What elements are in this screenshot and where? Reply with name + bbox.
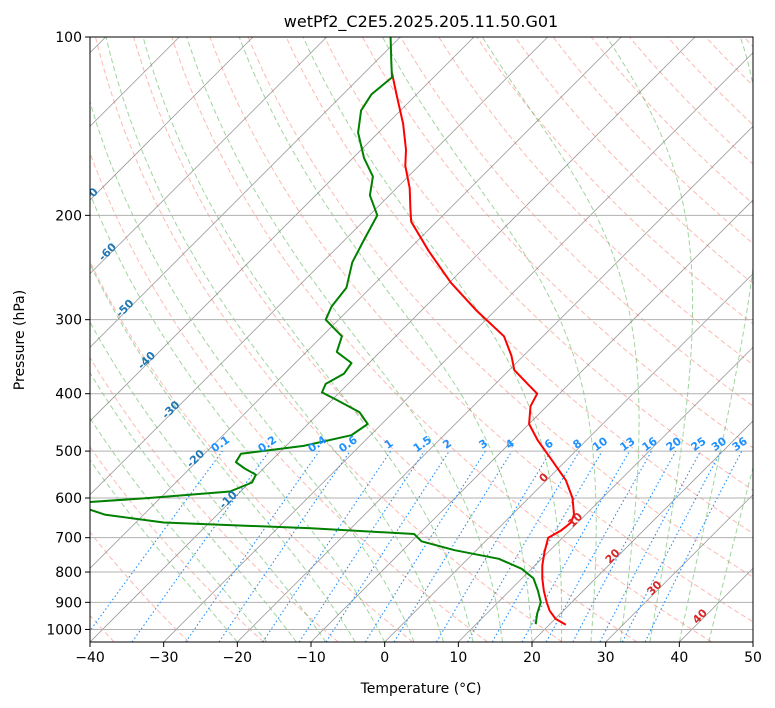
y-tick-label: 300 [55,313,82,329]
mixing-ratio-line [218,450,351,642]
mixing-ratio-line [262,450,392,642]
moist-adiabat-line [678,37,753,642]
mixing-ratio-line [131,450,270,642]
dry-adiabat-line [362,37,753,449]
dry-adiabat-line [323,37,753,491]
moist-adiabat-line [238,37,533,642]
isotherm-label: -70 [78,185,101,208]
temperature-profile-line [391,72,575,626]
isotherm-line [90,37,254,201]
dry-adiabat-line [133,37,638,642]
moist-adiabat-line [186,37,503,642]
x-tick-label: −40 [75,650,105,666]
mixing-ratio-line [393,450,513,642]
isotherm-line [605,494,753,642]
dry-adiabat-line [171,37,712,642]
y-tick-label: 900 [55,595,82,611]
dry-adiabat-line [90,151,488,642]
dry-adiabat-line [400,37,753,407]
x-tick-label: 30 [597,650,615,666]
chart-title: wetPf2_C2E5.2025.205.11.50.G01 [284,12,558,32]
x-tick-label: 0 [380,650,389,666]
isotherm-line [90,37,475,422]
y-tick-label: 700 [55,531,82,547]
moist-adiabat-line [142,37,474,642]
dry-adiabat-line [247,37,753,578]
y-tick-label: 200 [55,208,82,224]
dewpoint-profile-line [90,37,542,625]
plot-frame [89,36,754,643]
x-tick-label: 20 [523,650,541,666]
dry-adiabat-line [90,531,190,642]
mixing-ratio-line [521,450,630,642]
y-tick-label: 600 [55,491,82,507]
moist-adiabat-line [90,321,327,642]
moist-adiabat-line [481,37,640,642]
isotherm-line [90,37,548,496]
mixing-ratio-line [90,450,223,632]
moist-adiabat-line [90,371,297,642]
isotherm-line [237,125,753,642]
x-tick-label: −10 [296,650,326,666]
dry-adiabat-line [438,37,753,366]
moist-adiabat-line [382,37,597,642]
y-axis-label: Pressure (hPa) [12,290,28,390]
moist-adiabat-line [105,37,445,642]
dry-adiabat-line [209,37,753,623]
y-tick-label: 500 [55,444,82,460]
y-tick-label: 800 [55,565,82,581]
x-tick-label: 40 [670,650,688,666]
mixing-ratio-line [644,450,743,642]
y-tick-label: 400 [55,387,82,403]
mixing-ratio-line [545,450,653,642]
x-axis-label: Temperature (°C) [360,681,482,697]
moist-adiabat-line [90,192,386,642]
isotherm-line [90,37,327,275]
x-tick-label: −20 [223,650,253,666]
moist-adiabat-line [90,417,268,642]
moist-adiabat-line [90,459,238,642]
isotherm-line [90,37,401,348]
mixing-ratio-line [572,450,677,642]
moist-adiabat-line [708,466,753,642]
moist-adiabat-line [606,37,694,642]
isotherm-line [310,199,753,642]
dry-adiabat-line [90,445,264,642]
mixing-ratio-line [298,450,425,642]
dry-adiabat-line [90,356,339,642]
x-tick-label: 10 [449,650,467,666]
y-tick-label: 1000 [46,622,82,638]
dry-adiabat-line [514,37,753,285]
isotherm-line [90,37,696,642]
x-tick-label: −30 [149,650,179,666]
dry-adiabat-line [95,37,563,642]
isotherm-line [384,273,753,642]
isotherm-line [90,37,622,569]
isotherm-line [531,420,753,642]
mixing-ratio-line [185,450,320,642]
moist-adiabat-line [302,37,563,642]
isotherm-line [458,346,753,642]
mixing-ratio-line [325,450,450,642]
y-tick-label: 100 [55,30,82,46]
x-tick-label: 50 [744,650,762,666]
isotherm-line [163,52,753,642]
